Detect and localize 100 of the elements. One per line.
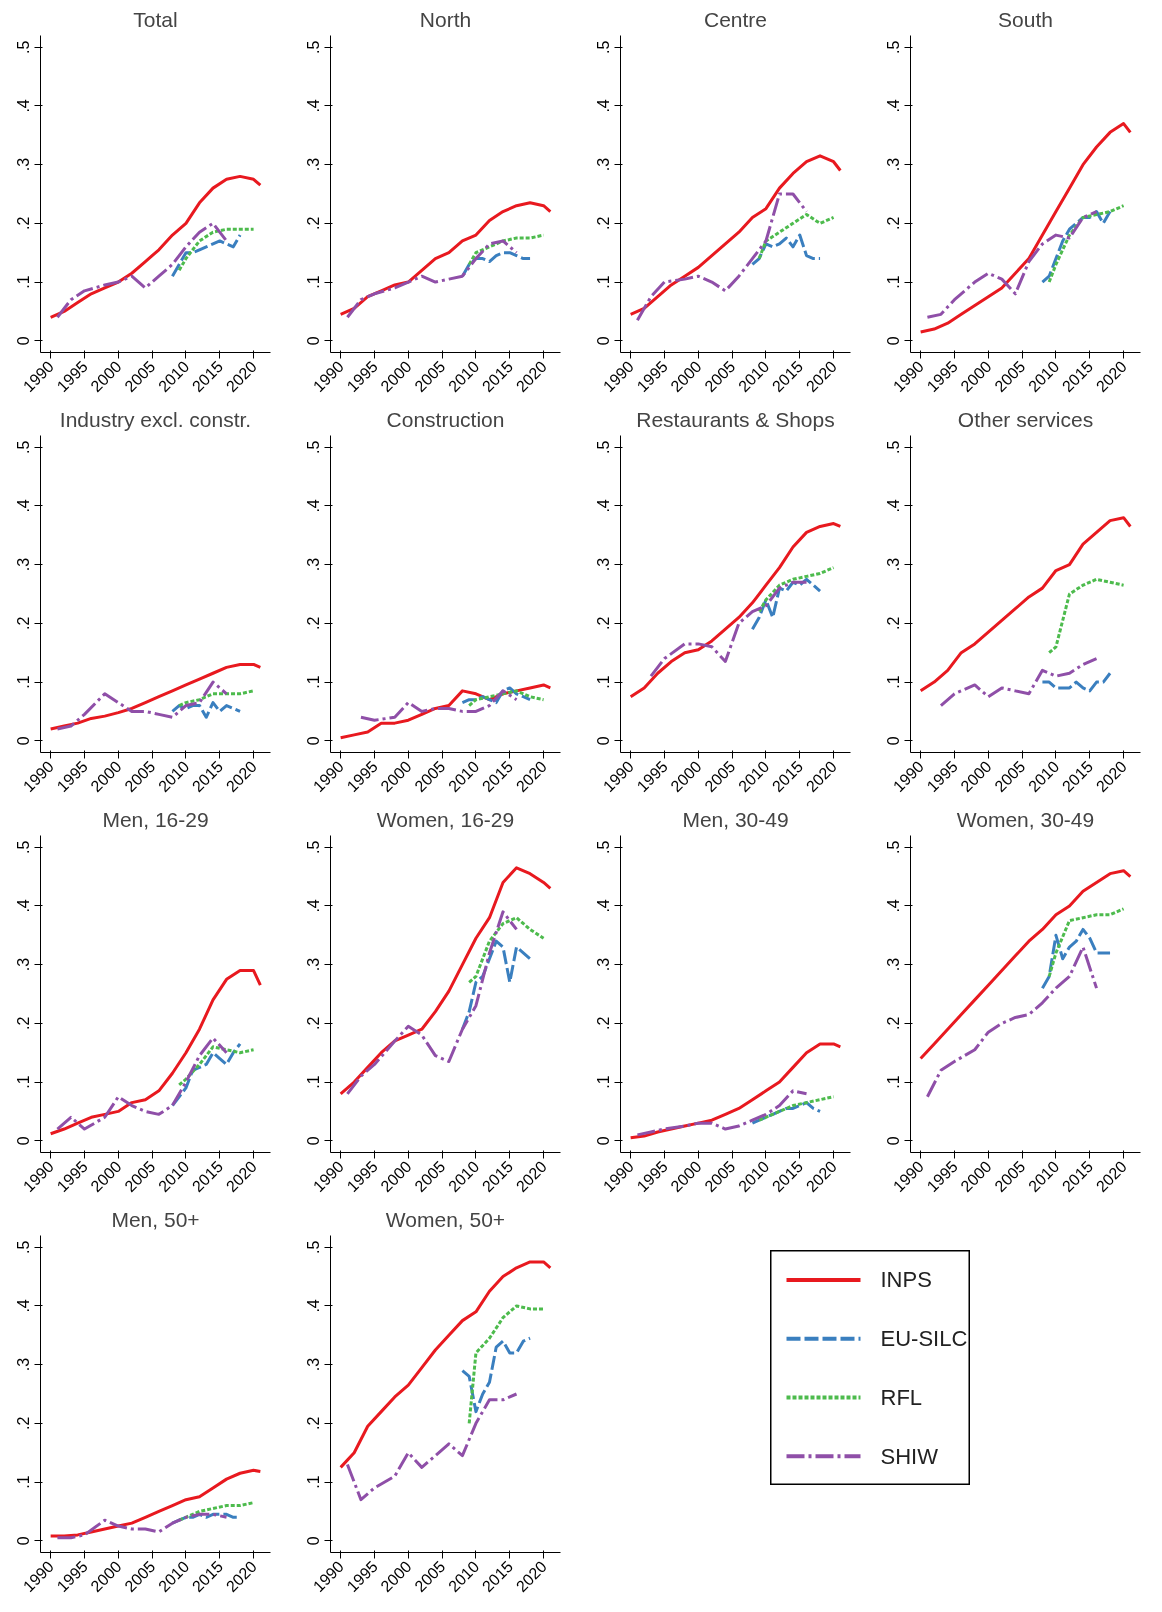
- line-series: [925, 945, 1099, 1099]
- y-tick-label: .5: [595, 440, 613, 454]
- chart-title: Women, 30-49: [956, 807, 1095, 831]
- y-tick-label: .5: [15, 40, 33, 54]
- y-tick-label: .3: [595, 157, 613, 172]
- y-tick-label: 0: [885, 336, 903, 346]
- line-series: [919, 122, 1132, 334]
- line-series: [55, 1036, 229, 1131]
- y-tick-label: .4: [885, 99, 903, 113]
- y-tick-label: .1: [885, 675, 903, 689]
- line-series: [649, 580, 809, 678]
- line-series: [177, 689, 256, 708]
- y-tick-label: .3: [305, 957, 323, 972]
- y-tick-label: .2: [15, 1016, 33, 1031]
- y-tick-label: .1: [885, 1075, 903, 1089]
- y-tick-label: .2: [305, 1416, 323, 1431]
- y-tick-label: 0: [305, 1536, 323, 1546]
- y-tick-label: .3: [15, 957, 33, 972]
- y-tick-label: .1: [595, 275, 613, 289]
- y-tick-label: .2: [885, 616, 903, 631]
- y-tick-label: .5: [305, 840, 323, 854]
- y-tick-label: 0: [595, 336, 613, 346]
- legend-label: EU-SILC: [880, 1326, 968, 1352]
- y-tick-label: .5: [305, 1240, 323, 1254]
- line-series: [757, 566, 836, 614]
- y-tick-label: 0: [885, 1136, 903, 1146]
- line-series: [467, 689, 546, 708]
- chart-title: Restaurants & Shops: [636, 407, 835, 431]
- line-series: [629, 522, 842, 699]
- y-tick-label: .2: [885, 1016, 903, 1031]
- y-tick-label: .2: [595, 1016, 613, 1031]
- y-tick-label: 0: [15, 1136, 33, 1146]
- y-tick-label: .1: [15, 1075, 33, 1089]
- line-series: [757, 213, 836, 261]
- line-series: [635, 1089, 809, 1137]
- y-tick-label: .5: [305, 40, 323, 54]
- line-series: [177, 1045, 256, 1087]
- line-series: [170, 233, 242, 278]
- line-series: [460, 686, 532, 705]
- y-tick-label: .3: [305, 557, 323, 572]
- y-tick-label: .4: [595, 99, 613, 113]
- y-tick-label: 0: [305, 736, 323, 746]
- line-series: [1040, 671, 1112, 693]
- line-series: [49, 174, 262, 319]
- line-series: [339, 866, 552, 1096]
- y-tick-label: .4: [305, 499, 323, 513]
- line-series: [467, 1304, 546, 1425]
- y-tick-label: .5: [15, 1240, 33, 1254]
- y-tick-label: .1: [595, 675, 613, 689]
- y-tick-label: .4: [305, 99, 323, 113]
- chart-title: Men, 50+: [111, 1207, 200, 1231]
- chart-title: Centre: [703, 7, 768, 31]
- line-series: [750, 233, 822, 266]
- y-tick-label: .5: [15, 840, 33, 854]
- y-tick-label: .2: [595, 616, 613, 631]
- y-tick-label: 0: [305, 1136, 323, 1146]
- y-tick-label: .2: [15, 616, 33, 631]
- y-tick-label: .5: [885, 40, 903, 54]
- y-tick-label: .1: [305, 275, 323, 289]
- line-series: [170, 701, 242, 719]
- line-series: [939, 657, 1099, 708]
- line-series: [359, 689, 519, 722]
- y-tick-label: .2: [305, 216, 323, 231]
- y-tick-label: .2: [305, 1016, 323, 1031]
- y-tick-label: .5: [595, 40, 613, 54]
- chart-title: Women, 16-29: [376, 807, 515, 831]
- line-series: [177, 227, 256, 272]
- y-tick-label: .3: [15, 157, 33, 172]
- y-tick-label: .2: [15, 1416, 33, 1431]
- y-tick-label: .4: [15, 99, 33, 113]
- y-tick-label: .1: [595, 1075, 613, 1089]
- y-tick-label: .3: [885, 557, 903, 572]
- line-series: [919, 869, 1132, 1061]
- line-series: [460, 1336, 532, 1414]
- line-series: [757, 1095, 836, 1122]
- line-series: [49, 662, 262, 731]
- line-series: [460, 939, 532, 1031]
- line-series: [467, 233, 546, 266]
- line-series: [635, 192, 809, 322]
- line-series: [925, 210, 1099, 319]
- line-series: [1040, 927, 1112, 990]
- line-series: [1047, 577, 1126, 655]
- y-tick-label: 0: [885, 736, 903, 746]
- line-series: [750, 577, 822, 631]
- chart-title: Industry excl. constr.: [59, 407, 252, 431]
- line-series: [629, 154, 842, 316]
- y-tick-label: .1: [305, 1475, 323, 1489]
- y-tick-label: .1: [15, 275, 33, 289]
- y-tick-label: .4: [885, 499, 903, 513]
- chart-title: Men, 30-49: [682, 807, 789, 831]
- y-tick-label: .3: [885, 957, 903, 972]
- legend-label: INPS: [880, 1267, 932, 1293]
- y-tick-label: .5: [305, 440, 323, 454]
- y-tick-label: .4: [595, 899, 613, 913]
- y-tick-label: .2: [305, 616, 323, 631]
- y-tick-label: .4: [305, 899, 323, 913]
- chart-title: Men, 16-29: [102, 807, 209, 831]
- chart-title: South: [998, 7, 1053, 31]
- y-tick-label: .3: [595, 957, 613, 972]
- line-series: [345, 1392, 519, 1502]
